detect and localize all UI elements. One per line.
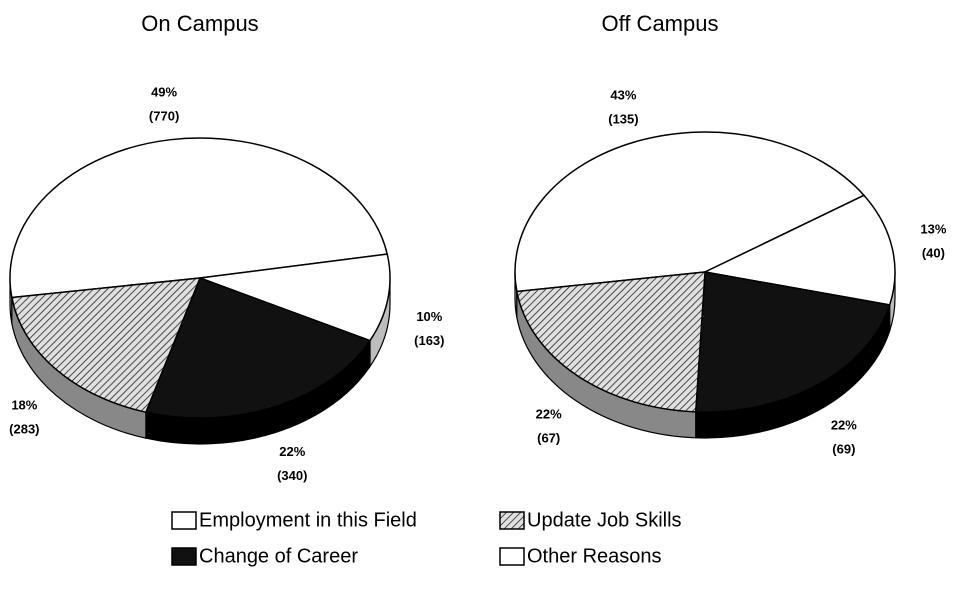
value-label: 43% bbox=[610, 88, 636, 103]
value-label: 22% bbox=[279, 444, 305, 459]
legend-label: Change of Career bbox=[199, 545, 358, 567]
legend-swatch bbox=[171, 547, 197, 566]
slice bbox=[694, 271, 891, 413]
value-label: 49% bbox=[151, 85, 177, 100]
legend-swatch bbox=[499, 547, 525, 566]
value-label: 10% bbox=[416, 309, 442, 324]
value-label: 18% bbox=[11, 398, 37, 413]
legend-swatch bbox=[171, 511, 197, 530]
slice bbox=[515, 271, 706, 413]
count-label: (770) bbox=[149, 109, 179, 124]
slice bbox=[144, 277, 372, 419]
value-label: 22% bbox=[536, 407, 562, 422]
slice bbox=[514, 131, 866, 293]
count-label: (163) bbox=[414, 333, 444, 348]
legend-swatch bbox=[499, 511, 525, 530]
count-label: (67) bbox=[537, 431, 560, 446]
slice bbox=[702, 194, 896, 306]
chart-title: On Campus bbox=[141, 11, 258, 36]
count-label: (340) bbox=[277, 468, 307, 483]
count-label: (283) bbox=[9, 422, 39, 437]
slice bbox=[199, 253, 391, 342]
slice bbox=[9, 137, 389, 299]
legend-label: Other Reasons bbox=[527, 545, 662, 567]
slice bbox=[10, 277, 202, 414]
legend-label: Employment in this Field bbox=[199, 509, 417, 531]
value-label: 13% bbox=[920, 222, 946, 237]
count-label: (69) bbox=[832, 442, 855, 457]
count-label: (40) bbox=[922, 246, 945, 261]
chart-title: Off Campus bbox=[602, 11, 719, 36]
count-label: (135) bbox=[608, 112, 638, 127]
value-label: 22% bbox=[831, 418, 857, 433]
legend-label: Update Job Skills bbox=[527, 509, 682, 531]
